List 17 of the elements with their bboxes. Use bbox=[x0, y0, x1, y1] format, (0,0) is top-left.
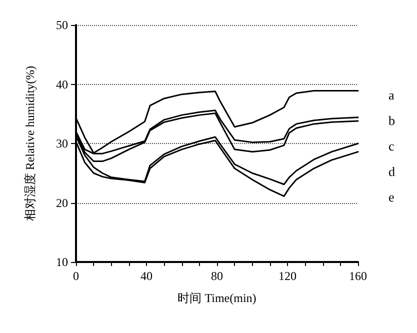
text: c bbox=[388, 138, 394, 154]
x-tick-label: 160 bbox=[349, 269, 367, 283]
y-tick-label: 40 bbox=[56, 77, 68, 92]
text: b bbox=[388, 113, 395, 128]
x-tick-label: 40 bbox=[140, 269, 152, 283]
y-tick-label: 50 bbox=[56, 18, 68, 32]
text: e bbox=[388, 190, 394, 204]
text: d bbox=[388, 164, 396, 179]
x-tick-label: 80 bbox=[211, 269, 223, 283]
y-tick-label: 20 bbox=[56, 196, 68, 210]
y-axis-title: 相对湿度 Relative humidity(%) bbox=[23, 66, 37, 222]
x-axis-title: 时间 Time(min) bbox=[178, 291, 256, 305]
x-tick-label: 120 bbox=[278, 269, 296, 283]
x-tick-label: 0 bbox=[73, 269, 79, 283]
y-tick-label: 10 bbox=[56, 255, 68, 269]
y-tick-label: 30 bbox=[56, 136, 68, 150]
text: a bbox=[388, 88, 394, 102]
